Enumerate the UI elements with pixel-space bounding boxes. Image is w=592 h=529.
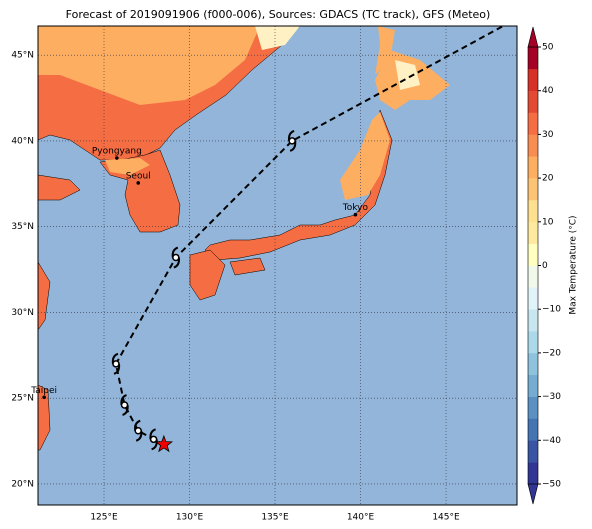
cyclone-symbol	[528, 1, 534, 21]
x-tick-label: 145°E	[432, 513, 460, 523]
y-tick-label: 30°N	[11, 308, 34, 318]
colorbar-band	[528, 462, 538, 485]
colorbar-band	[528, 418, 538, 441]
colorbar-band	[528, 374, 538, 397]
city-dot	[42, 395, 46, 400]
colorbar-band	[528, 287, 538, 310]
cyclone-eye	[112, 360, 120, 368]
city-label: Seoul	[126, 171, 151, 181]
city-label: Tokyo	[342, 203, 369, 213]
land	[38, 26, 450, 451]
colorbar-tick-label: −40	[542, 436, 561, 446]
colorbar-band	[528, 440, 538, 463]
colorbar-band	[528, 221, 538, 244]
colorbar-band	[528, 265, 538, 288]
frame	[37, 25, 518, 506]
cyclone-eye	[120, 401, 129, 409]
cyclone-eye	[134, 426, 142, 435]
y-tick-label: 40°N	[11, 136, 34, 146]
city-label: Taipei	[30, 386, 57, 396]
colorbar-band	[528, 112, 538, 135]
colorbar-tick-label: 30	[542, 130, 554, 140]
colorbar-band	[528, 178, 538, 201]
colorbar-tick-label: −10	[542, 305, 561, 315]
colorbar-tick-label: 50	[542, 43, 554, 53]
cyclone-eye	[149, 435, 158, 444]
colorbar-band	[528, 199, 538, 223]
map-area	[38, 1, 534, 505]
colorbar-band	[528, 47, 538, 70]
colorbar-tick-label: 10	[542, 217, 554, 227]
colorbar-tick-label: 0	[542, 261, 548, 271]
colorbar-band	[528, 243, 538, 266]
colorbar-extend-low	[527, 483, 539, 505]
colorbar-tick-label: −50	[542, 480, 561, 490]
cyclone-symbol	[171, 246, 180, 269]
colorbar-band	[528, 309, 538, 332]
colorbar-band	[528, 134, 538, 157]
cyclone-eye	[172, 253, 180, 262]
title: Forecast of 2019091906 (f000-006), Sourc…	[66, 8, 491, 21]
city-label: Pyongyang	[92, 147, 142, 157]
x-tick-label: 130°E	[176, 513, 204, 523]
y-tick-label: 25°N	[11, 394, 34, 404]
colorbar-label: Max Temperature (°C)	[569, 215, 579, 314]
x-tick-label: 135°E	[261, 513, 289, 523]
storm-position	[154, 434, 174, 453]
cyclone-arm	[528, 1, 534, 21]
x-tick-label: 125°E	[90, 513, 118, 523]
colorbar: −50 −40 −30 −20 −10 0 10 20 30 40 50	[527, 26, 561, 505]
city-dot	[353, 212, 358, 217]
city-dot	[115, 156, 119, 160]
colorbar-band	[528, 352, 538, 376]
colorbar-tick-label: 40	[542, 86, 554, 96]
colorbar-tick-label: −30	[542, 392, 561, 402]
city-dot	[136, 181, 141, 185]
cyclone-eye	[529, 8, 535, 14]
colorbar-band	[528, 156, 538, 179]
colorbar-band	[528, 68, 538, 91]
ticks: 125°E 130°E 135°E 140°E 145°E 20°N 25°N 30°N 35°…	[11, 51, 460, 523]
y-tick-label: 35°N	[11, 222, 34, 232]
y-tick-label: 45°N	[11, 51, 34, 61]
cyclone-symbol	[120, 394, 129, 416]
colorbar-tick-label: 20	[542, 174, 554, 184]
x-tick-label: 140°E	[347, 513, 375, 523]
cyclone-symbol	[149, 428, 158, 451]
y-tick-label: 20°N	[11, 479, 34, 489]
track	[111, 1, 534, 453]
colorbar-band	[528, 90, 538, 113]
colorbar-tick-label: −20	[542, 348, 561, 358]
cyclone-symbol	[287, 129, 297, 152]
colorbar-band	[528, 331, 538, 354]
cyclone-symbol	[111, 352, 121, 375]
colorbar-extend-high	[527, 26, 539, 48]
colorbar-band	[528, 396, 538, 419]
cyclone-eye	[288, 137, 296, 145]
grid	[38, 26, 517, 505]
cyclone-symbol	[134, 419, 143, 442]
